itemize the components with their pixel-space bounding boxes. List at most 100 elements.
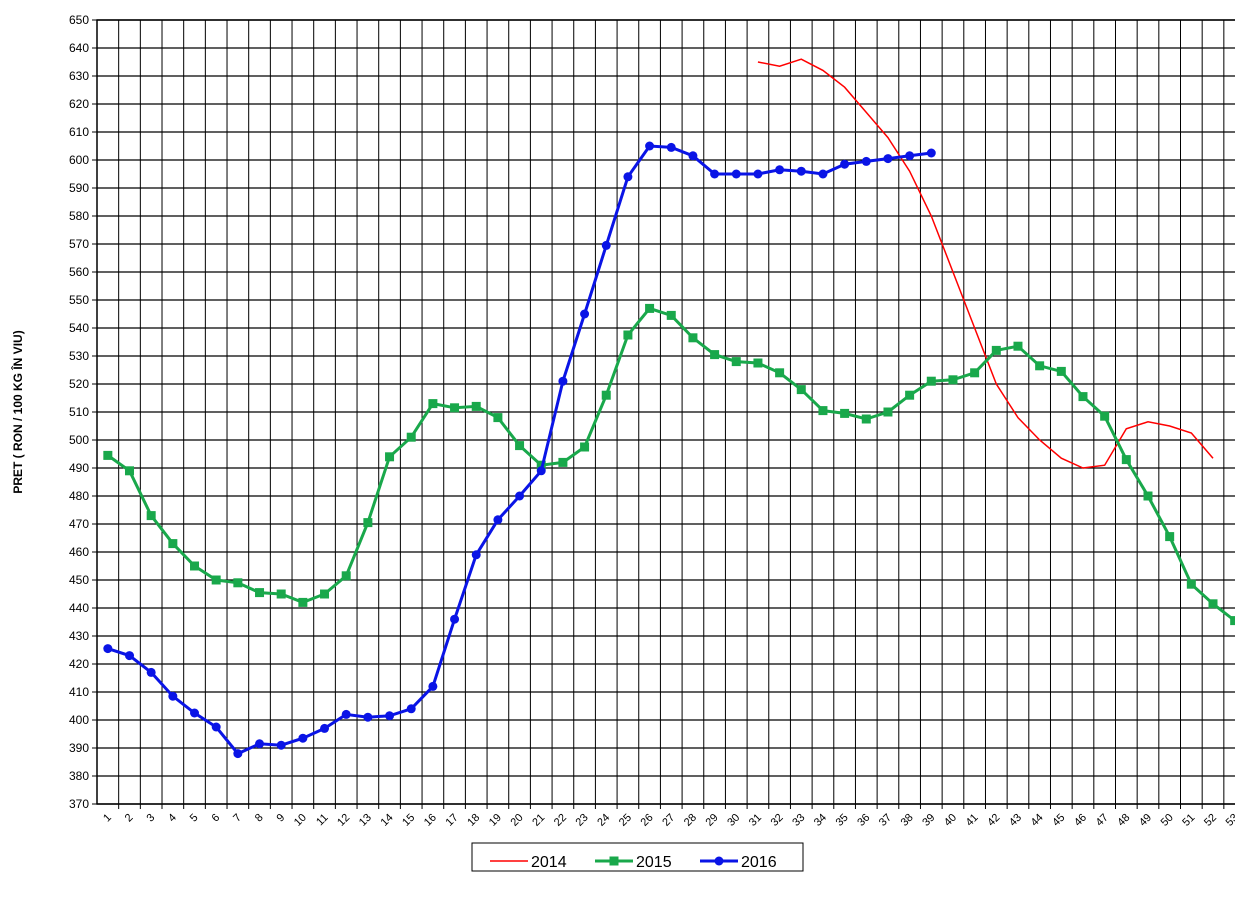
x-tick-label: 45	[1050, 812, 1067, 829]
marker	[948, 375, 958, 385]
marker	[515, 491, 525, 501]
y-tick-label: 610	[69, 125, 89, 139]
marker	[298, 597, 308, 607]
marker	[558, 457, 568, 467]
x-tick-label: 17	[444, 812, 461, 829]
y-tick-label: 440	[69, 601, 89, 615]
x-tick-label: 39	[920, 812, 937, 829]
x-tick-label: 32	[769, 812, 786, 829]
marker	[385, 711, 395, 721]
y-tick-label: 420	[69, 657, 89, 671]
marker	[1186, 579, 1196, 589]
legend-marker	[714, 856, 724, 866]
marker	[406, 704, 416, 714]
x-tick-label: 51	[1180, 812, 1197, 829]
marker	[450, 614, 460, 624]
y-tick-label: 410	[69, 685, 89, 699]
marker	[796, 385, 806, 395]
series-line	[757, 58, 1214, 469]
marker	[320, 723, 330, 733]
marker	[168, 539, 178, 549]
y-tick-label: 630	[69, 69, 89, 83]
x-tick-label: 31	[747, 812, 764, 829]
marker	[515, 441, 525, 451]
x-tick-label: 26	[639, 812, 656, 829]
marker	[818, 169, 828, 179]
x-tick-label: 48	[1115, 812, 1132, 829]
marker	[710, 350, 720, 360]
x-tick-label: 35	[834, 812, 851, 829]
marker	[796, 166, 806, 176]
marker	[818, 406, 828, 416]
y-tick-label: 450	[69, 573, 89, 587]
legend-label: 2016	[741, 854, 777, 871]
x-tick-label: 36	[855, 812, 872, 829]
x-tick-label: 15	[400, 812, 417, 829]
marker	[493, 413, 503, 423]
marker	[450, 403, 460, 413]
marker	[363, 518, 373, 528]
x-tick-label: 12	[335, 812, 352, 829]
marker	[861, 156, 871, 166]
marker	[1121, 455, 1131, 465]
x-tick-label: 24	[595, 812, 612, 829]
marker	[255, 739, 265, 749]
marker	[710, 169, 720, 179]
y-tick-label: 520	[69, 377, 89, 391]
marker	[840, 408, 850, 418]
marker	[580, 309, 590, 319]
marker	[168, 691, 178, 701]
x-tick-label: 1	[101, 812, 114, 825]
x-tick-label: 44	[1029, 812, 1046, 829]
marker	[320, 589, 330, 599]
marker	[883, 154, 893, 164]
y-tick-label: 560	[69, 265, 89, 279]
y-tick-label: 530	[69, 349, 89, 363]
x-tick-label: 19	[487, 812, 504, 829]
y-tick-label: 400	[69, 713, 89, 727]
marker	[1078, 392, 1088, 402]
y-tick-label: 550	[69, 293, 89, 307]
marker	[125, 466, 135, 476]
marker	[905, 390, 915, 400]
y-tick-label: 590	[69, 181, 89, 195]
x-tick-label: 10	[292, 812, 309, 829]
x-tick-label: 34	[812, 812, 829, 829]
marker	[775, 165, 785, 175]
y-tick-label: 460	[69, 545, 89, 559]
marker	[298, 733, 308, 743]
x-tick-label: 16	[422, 812, 439, 829]
marker	[580, 442, 590, 452]
marker	[558, 376, 568, 386]
marker	[536, 466, 546, 476]
marker	[1165, 532, 1175, 542]
x-tick-label: 9	[275, 812, 288, 825]
marker	[688, 333, 698, 343]
x-tick-label: 50	[1159, 812, 1176, 829]
y-tick-label: 490	[69, 461, 89, 475]
x-tick-label: 6	[209, 812, 222, 825]
x-tick-label: 43	[1007, 812, 1024, 829]
marker	[385, 452, 395, 462]
marker	[1056, 366, 1066, 376]
marker	[688, 151, 698, 161]
legend-box	[471, 842, 804, 872]
y-tick-label: 470	[69, 517, 89, 531]
marker	[190, 561, 200, 571]
marker	[406, 432, 416, 442]
marker	[233, 578, 243, 588]
y-tick-label: 620	[69, 97, 89, 111]
marker	[428, 399, 438, 409]
x-tick-label: 2	[123, 812, 136, 825]
y-tick-label: 480	[69, 489, 89, 503]
x-tick-label: 53	[1224, 812, 1235, 829]
marker	[926, 148, 936, 158]
x-tick-label: 22	[552, 812, 569, 829]
y-tick-label: 430	[69, 629, 89, 643]
y-tick-label: 540	[69, 321, 89, 335]
marker	[146, 511, 156, 521]
marker	[645, 303, 655, 313]
y-tick-label: 600	[69, 153, 89, 167]
x-tick-label: 3	[144, 812, 157, 825]
